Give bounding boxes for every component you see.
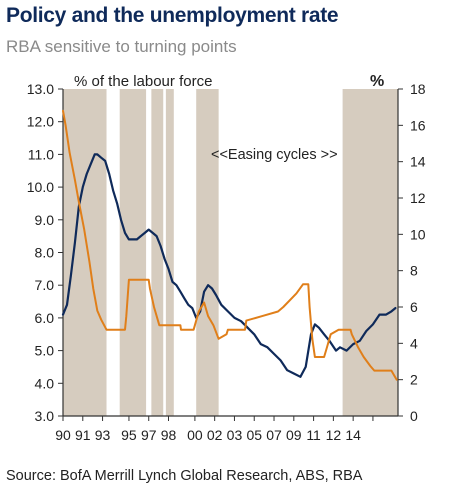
left-tick-label: 13.0 <box>27 81 54 97</box>
x-tick-label: 09 <box>286 427 302 443</box>
easing-band-4 <box>196 89 219 416</box>
left-tick-label: 9.0 <box>35 212 55 228</box>
right-tick-label: 4 <box>410 335 418 351</box>
easing-band-3 <box>165 89 174 416</box>
right-axis-label: % <box>370 73 384 90</box>
right-tick-label: 18 <box>410 81 426 97</box>
x-tick-label: 11 <box>306 427 321 443</box>
x-tick-label: 95 <box>121 427 137 443</box>
page-title: Policy and the unemployment rate <box>6 4 339 27</box>
x-tick-label: 14 <box>345 427 361 443</box>
x-tick-label: 12 <box>326 427 342 443</box>
left-tick-label: 3.0 <box>35 408 55 424</box>
right-tick-label: 0 <box>410 408 418 424</box>
right-tick-label: 14 <box>410 154 426 170</box>
left-axis-label: % of the labour force <box>74 73 212 90</box>
right-tick-label: 6 <box>410 299 418 315</box>
x-tick-label: 03 <box>227 427 243 443</box>
axes-group: 3.04.05.06.07.08.09.010.011.012.013.0024… <box>27 81 426 443</box>
left-tick-label: 11.0 <box>28 146 54 162</box>
right-tick-label: 12 <box>410 190 426 206</box>
x-tick-label: 05 <box>246 427 262 443</box>
x-tick-label: 97 <box>141 427 157 443</box>
easing-band-2 <box>151 89 164 416</box>
source-note: Source: BofA Merrill Lynch Global Resear… <box>6 468 363 484</box>
series-group <box>61 109 398 381</box>
chart: 3.04.05.06.07.08.09.010.011.012.013.0024… <box>27 73 426 443</box>
right-tick-label: 10 <box>410 226 426 242</box>
right-tick-label: 2 <box>410 372 418 388</box>
left-tick-label: 5.0 <box>35 343 55 359</box>
cash-rate-line <box>62 109 398 381</box>
x-tick-label: 02 <box>207 427 223 443</box>
easing-band-0 <box>63 89 107 416</box>
left-tick-label: 4.0 <box>35 375 55 391</box>
left-tick-label: 8.0 <box>35 245 55 261</box>
x-tick-label: 00 <box>187 427 203 443</box>
left-tick-label: 12.0 <box>27 114 54 130</box>
x-tick-label: 98 <box>161 427 177 443</box>
right-tick-label: 16 <box>410 117 426 133</box>
easing-cycles-annotation: <<Easing cycles >> <box>211 147 338 163</box>
x-tick-label: 93 <box>95 427 111 443</box>
page-subtitle: RBA sensitive to turning points <box>6 37 237 56</box>
left-tick-label: 7.0 <box>35 277 55 293</box>
x-tick-label: 91 <box>75 427 91 443</box>
x-tick-label: 90 <box>55 427 71 443</box>
easing-band-1 <box>119 89 147 416</box>
right-tick-label: 8 <box>410 263 418 279</box>
left-tick-label: 10.0 <box>27 179 54 195</box>
x-tick-label: 07 <box>266 427 282 443</box>
easing-shading-group <box>63 89 398 416</box>
left-tick-label: 6.0 <box>35 310 55 326</box>
easing-band-5 <box>342 89 398 416</box>
